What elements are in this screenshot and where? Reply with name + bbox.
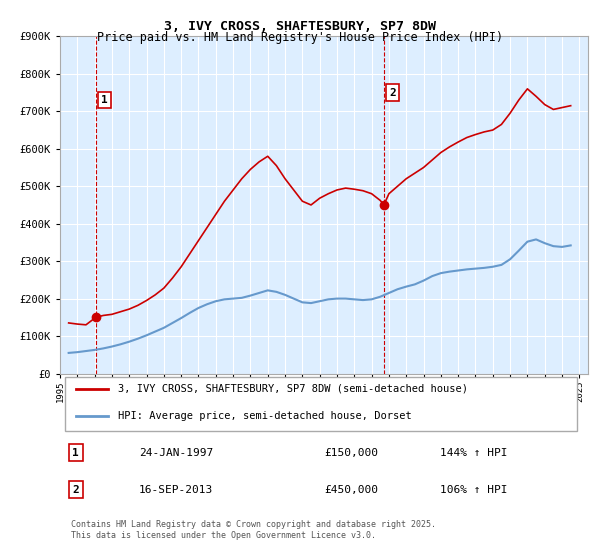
Text: 1: 1 [73,448,79,458]
Text: £450,000: £450,000 [324,485,378,495]
Text: 2: 2 [389,87,396,97]
Text: 3, IVY CROSS, SHAFTESBURY, SP7 8DW (semi-detached house): 3, IVY CROSS, SHAFTESBURY, SP7 8DW (semi… [118,384,468,394]
Text: 3, IVY CROSS, SHAFTESBURY, SP7 8DW: 3, IVY CROSS, SHAFTESBURY, SP7 8DW [164,20,436,32]
Text: 106% ↑ HPI: 106% ↑ HPI [440,485,508,495]
Text: 24-JAN-1997: 24-JAN-1997 [139,448,214,458]
Text: 16-SEP-2013: 16-SEP-2013 [139,485,214,495]
Text: 1: 1 [101,95,108,105]
Text: Contains HM Land Registry data © Crown copyright and database right 2025.
This d: Contains HM Land Registry data © Crown c… [71,520,436,540]
Text: HPI: Average price, semi-detached house, Dorset: HPI: Average price, semi-detached house,… [118,411,412,421]
Text: 144% ↑ HPI: 144% ↑ HPI [440,448,508,458]
Text: Price paid vs. HM Land Registry's House Price Index (HPI): Price paid vs. HM Land Registry's House … [97,31,503,44]
FancyBboxPatch shape [65,376,577,431]
Text: £150,000: £150,000 [324,448,378,458]
Text: 2: 2 [73,485,79,495]
